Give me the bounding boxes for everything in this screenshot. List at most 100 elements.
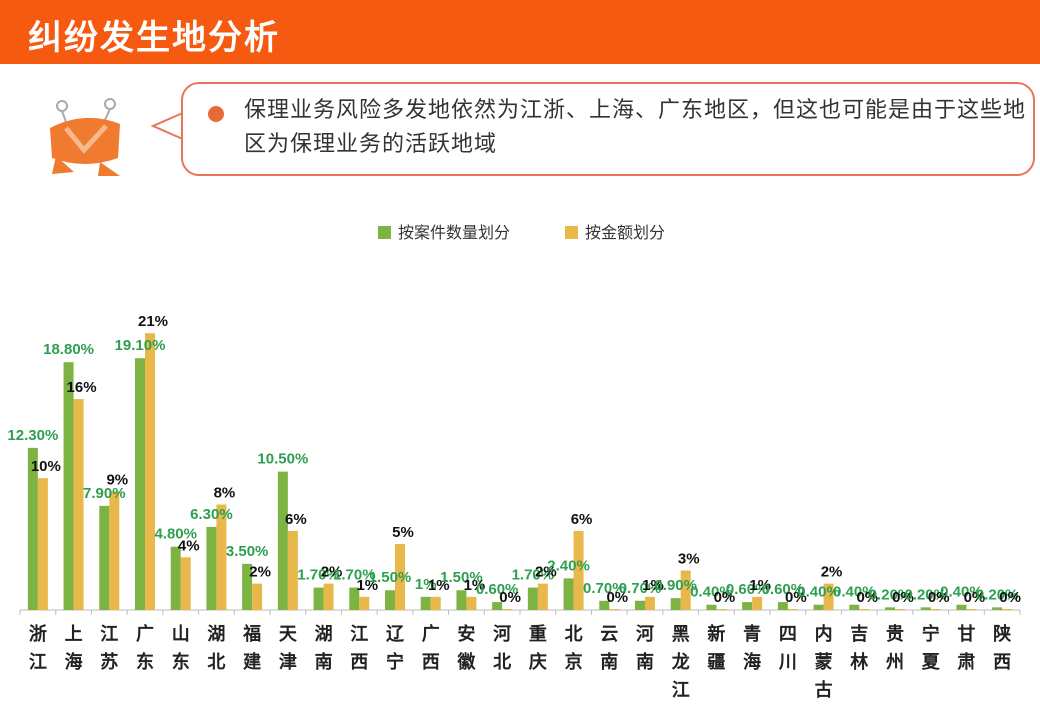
data-label-amount: 0%: [892, 589, 914, 606]
callout-text: 保理业务风险多发地依然为江浙、上海、广东地区，但这也可能是由于这些地区为保理业务…: [244, 98, 1027, 157]
bar-count: [385, 590, 395, 610]
bar-chart: 按案件数量划分 按金额划分 12.30% 10% 浙江 18.80% 16% 上海 7.90…: [7, 223, 1021, 701]
x-tick-label: 青海: [743, 624, 761, 673]
data-label-amount: 5%: [392, 524, 414, 541]
x-tick-label: 湖北: [207, 624, 225, 673]
bar-amount: [537, 583, 548, 610]
data-label-count: 0.70%: [583, 580, 626, 597]
data-label-amount: 8%: [214, 485, 236, 502]
bar-amount: [287, 530, 298, 610]
data-label-count: 1.70%: [297, 567, 340, 584]
bar-amount: [395, 544, 405, 610]
bar-count: [420, 596, 431, 610]
data-label-amount: 0%: [785, 589, 807, 606]
data-label-amount: 0%: [856, 589, 878, 606]
bar-count: [63, 362, 74, 610]
data-label-count: 6.30%: [190, 506, 233, 523]
data-label-amount: 1%: [749, 577, 771, 594]
data-label-count: 0.60%: [476, 581, 519, 598]
legend-swatch-count: [378, 226, 391, 239]
bar-amount: [645, 596, 655, 610]
data-label-amount: 9%: [106, 471, 128, 488]
x-tick-label: 江苏: [100, 624, 118, 673]
data-label-count: 1.70%: [512, 567, 555, 584]
bar-count: [492, 602, 503, 610]
bar-amount: [252, 583, 263, 610]
bar-amount: [859, 609, 870, 610]
bar-count: [849, 604, 860, 610]
data-label-count: 0.40%: [690, 584, 733, 601]
data-label-amount: 21%: [138, 313, 168, 330]
bar-amount: [323, 583, 334, 610]
data-label-amount: 1%: [464, 577, 486, 594]
bar-amount: [109, 491, 120, 610]
x-tick-label: 河北: [493, 624, 511, 673]
x-tick-label: 广东: [136, 623, 154, 673]
bar-count: [992, 607, 1003, 610]
x-tick-label: 陕西: [993, 623, 1011, 673]
bar-amount: [680, 570, 691, 610]
bar-count: [527, 587, 538, 610]
bar-amount: [1002, 609, 1013, 610]
bar-amount: [609, 609, 620, 610]
bar-count: [670, 598, 681, 610]
mascot-icon: [50, 98, 120, 176]
data-label-count: 0.20%: [976, 586, 1019, 603]
x-tick-label: 贵州: [885, 624, 904, 673]
data-label-amount: 6%: [285, 511, 307, 528]
bar-amount: [787, 609, 798, 610]
data-label-amount: 1%: [642, 577, 664, 594]
bar-count: [635, 600, 645, 610]
bar-count: [313, 587, 324, 610]
bar-amount: [752, 596, 763, 610]
data-label-count: 0.40%: [940, 584, 983, 601]
bar-amount: [145, 333, 155, 610]
data-label-amount: 10%: [31, 458, 61, 475]
data-label-amount: 16%: [67, 379, 97, 396]
bar-amount: [37, 478, 48, 610]
page-title: 纠纷发生地分析: [28, 18, 280, 58]
bar-count: [349, 587, 360, 610]
data-label-count: 1%: [415, 576, 437, 593]
x-tick-label: 重庆: [529, 623, 547, 673]
data-label-amount: 2%: [321, 564, 343, 581]
data-label-amount: 6%: [571, 511, 593, 528]
bar-count: [456, 590, 467, 610]
data-label-amount: 0%: [964, 589, 986, 606]
callout-pointer: [151, 111, 186, 141]
data-label-count: 0.70%: [619, 580, 662, 597]
x-tick-label: 黑龙江: [672, 624, 690, 701]
legend-label-amount: 按金额划分: [585, 223, 665, 242]
bar-amount: [430, 596, 441, 610]
bar-amount: [180, 557, 191, 610]
data-label-amount: 2%: [821, 564, 843, 581]
x-tick-label: 福建: [242, 623, 261, 673]
x-tick-label: 安徽: [456, 623, 476, 673]
data-label-amount: 3%: [678, 550, 700, 567]
bar-count: [920, 607, 931, 610]
data-label-amount: 0%: [928, 589, 950, 606]
x-tick-label: 浙江: [29, 623, 47, 673]
x-tick-label: 甘肃: [957, 624, 975, 673]
bar-amount: [966, 609, 977, 610]
bar-count: [813, 604, 824, 610]
data-label-amount: 0%: [606, 589, 628, 606]
bar-count: [99, 505, 110, 610]
data-label-count: 19.10%: [115, 337, 166, 354]
data-label-amount: 2%: [249, 564, 271, 581]
bar-amount: [823, 583, 834, 610]
data-label-count: 10.50%: [257, 451, 308, 468]
legend-swatch-amount: [565, 226, 578, 239]
x-tick-label: 新疆: [707, 623, 725, 673]
x-tick-label: 北京: [565, 624, 583, 673]
data-label-count: 12.30%: [7, 427, 58, 444]
data-label-count: 1.50%: [369, 569, 412, 586]
bar-count: [206, 526, 217, 610]
callout-bubble: [181, 82, 1035, 176]
bar-count: [27, 447, 38, 610]
bar-count: [563, 578, 574, 610]
bar-count: [170, 546, 181, 610]
x-tick-label: 上海: [65, 624, 83, 673]
data-label-amount: 0%: [499, 589, 521, 606]
bar-amount: [73, 399, 84, 610]
